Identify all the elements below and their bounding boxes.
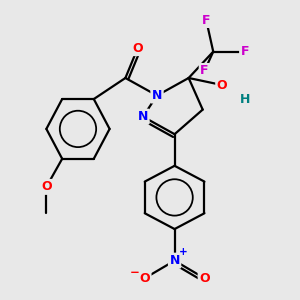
Text: F: F [202,14,211,26]
Text: N: N [152,89,162,102]
Text: O: O [140,272,150,285]
Text: O: O [132,42,143,55]
Text: +: + [179,247,188,257]
Text: O: O [41,180,52,194]
Text: F: F [200,64,209,77]
Text: H: H [240,93,250,106]
Text: −: − [130,266,140,280]
Text: O: O [217,79,227,92]
Text: O: O [199,272,210,285]
Text: F: F [241,45,249,58]
Text: N: N [138,110,148,123]
Text: N: N [169,254,180,267]
